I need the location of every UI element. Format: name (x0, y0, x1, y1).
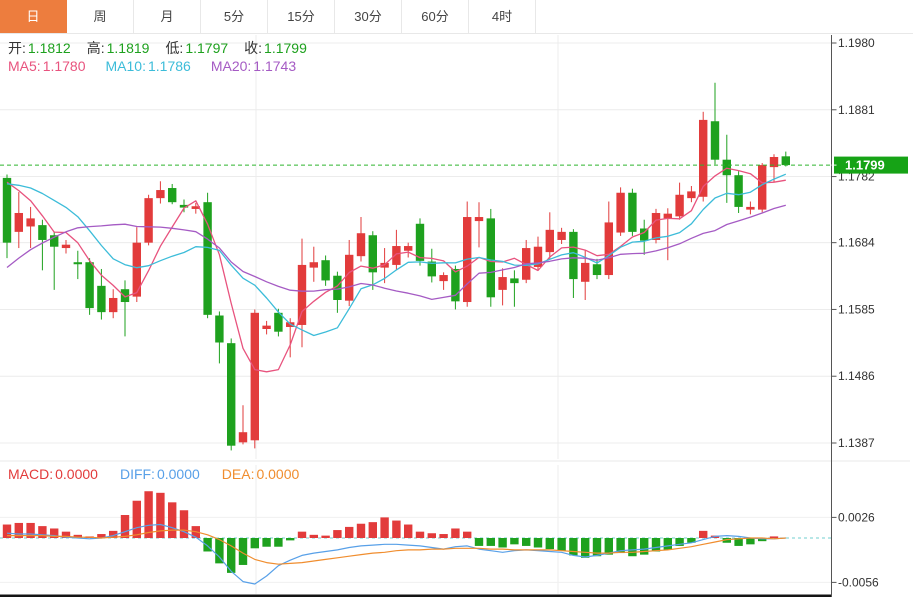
svg-text:1.1387: 1.1387 (838, 436, 875, 450)
current-price-tag-text: 1.1799 (845, 158, 885, 173)
svg-text:1.1684: 1.1684 (838, 236, 875, 250)
ma5-readout: MA5: 1.1780 (8, 58, 86, 74)
macd-histogram (2, 491, 779, 573)
ohlc-readout: 开: 1.1812 高: 1.1819 低: 1.1797 收: 1.1799 (8, 38, 307, 58)
open-readout: 开: 1.1812 (8, 38, 71, 58)
ma5-label: MA5: (8, 58, 41, 74)
tab-m5[interactable]: 5分 (201, 0, 268, 33)
low-label: 低: (165, 40, 184, 56)
macd-value: 0.0000 (55, 466, 98, 482)
high-value: 1.1819 (106, 40, 150, 56)
close-readout: 收: 1.1799 (244, 38, 307, 58)
price-axis-labels: 1.19801.18811.17821.16841.15851.14861.13… (831, 36, 875, 450)
ma-readout: MA5: 1.1780 MA10: 1.1786 MA20: 1.1743 (8, 58, 296, 74)
macd-value-readout: MACD: 0.0000 (8, 466, 98, 482)
tab-h4[interactable]: 4时 (469, 0, 536, 33)
dea-value: 0.0000 (256, 466, 300, 482)
svg-text:-0.0056: -0.0056 (838, 575, 879, 589)
high-label: 高: (86, 40, 105, 56)
ma20-line (6, 204, 786, 301)
high-readout: 高: 1.1819 (87, 38, 150, 58)
low-value: 1.1797 (185, 40, 229, 56)
current-price-tag: 1.1799 (831, 156, 908, 174)
ma20-readout: MA20: 1.1743 (211, 58, 296, 74)
time-axis-bar (0, 594, 831, 597)
svg-text:0.0026: 0.0026 (838, 510, 875, 524)
period-tabbar: 日周月 5分 15分 30分 60分 4时 (0, 0, 913, 34)
low-readout: 低: 1.1797 (165, 38, 228, 58)
tab-m30[interactable]: 30分 (335, 0, 402, 33)
dea-line (7, 529, 786, 565)
diff-line (6, 523, 786, 585)
tab-m15[interactable]: 15分 (268, 0, 335, 33)
tab-m60[interactable]: 60分 (402, 0, 469, 33)
close-value: 1.1799 (264, 40, 307, 56)
tab-month[interactable]: 月 (134, 0, 201, 33)
open-label: 开: (8, 40, 26, 56)
svg-text:1.1585: 1.1585 (838, 302, 875, 316)
macd-label: MACD: (8, 466, 54, 482)
tab-day[interactable]: 日 (0, 0, 67, 33)
svg-text:1.1486: 1.1486 (838, 369, 875, 383)
dea-readout: DEA: 0.0000 (222, 466, 300, 482)
diff-readout: DIFF: 0.0000 (120, 466, 200, 482)
macd-axis-labels: 0.0026 -0.0056 (831, 510, 879, 589)
open-value: 1.1812 (27, 40, 71, 56)
svg-text:1.1881: 1.1881 (838, 103, 875, 117)
macd-readout: MACD: 0.0000 DIFF: 0.0000 DEA: 0.0000 (8, 466, 299, 482)
ma10-readout: MA10: 1.1786 (106, 58, 191, 74)
ma20-value: 1.1743 (253, 58, 297, 74)
ma20-label: MA20: (210, 58, 252, 74)
close-label: 收: (244, 40, 263, 56)
tab-week[interactable]: 周 (67, 0, 134, 33)
diff-value: 0.0000 (156, 466, 200, 482)
diff-label: DIFF: (119, 466, 155, 482)
svg-text:1.1980: 1.1980 (838, 36, 875, 50)
ma10-label: MA10: (105, 58, 146, 74)
candles-layer (2, 82, 790, 451)
ma10-value: 1.1786 (147, 58, 191, 74)
dea-label: DEA: (221, 466, 255, 482)
ma5-value: 1.1780 (42, 58, 86, 74)
ma5-line (6, 167, 786, 373)
ma10-line (6, 173, 787, 337)
